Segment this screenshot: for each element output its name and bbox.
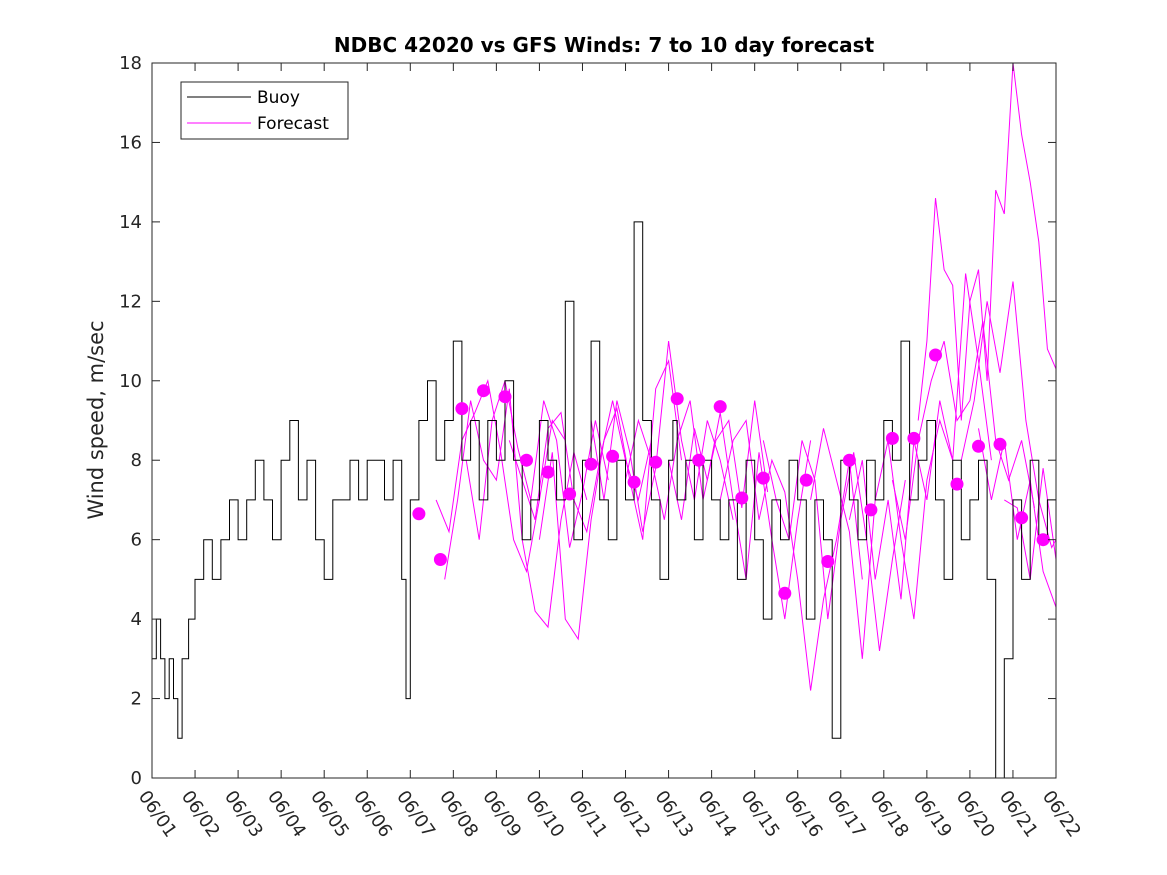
forecast-marker	[799, 473, 813, 487]
forecast-marker	[756, 471, 770, 485]
forecast-marker	[993, 437, 1007, 451]
x-tick-label: 06/19	[909, 787, 956, 842]
forecast-marker	[584, 457, 598, 471]
forecast-line-14	[917, 63, 1056, 421]
x-tick-label: 06/09	[478, 787, 525, 842]
forecast-marker	[541, 465, 555, 479]
forecast-marker	[864, 503, 878, 517]
forecast-marker	[520, 453, 533, 467]
legend-box	[180, 81, 349, 140]
y-tick-label: 18	[119, 53, 142, 74]
forecast-marker	[563, 487, 577, 501]
forecast-line-11	[810, 418, 954, 659]
forecast-marker	[692, 453, 706, 467]
forecast-line-9	[719, 419, 863, 691]
x-tick-label: 06/18	[866, 787, 913, 842]
forecast-marker-layer	[412, 348, 1050, 600]
forecast-marker	[649, 455, 663, 469]
forecast-marker	[433, 553, 447, 566]
forecast-marker	[929, 348, 942, 362]
x-tick-label: 06/12	[607, 787, 654, 842]
x-tick-label: 06/08	[435, 787, 482, 842]
x-tick-label: 06/14	[694, 787, 741, 842]
forecast-line-13	[891, 321, 1035, 540]
forecast-line-6	[590, 341, 734, 532]
forecast-marker	[1015, 511, 1029, 525]
buoy-line	[152, 221, 1056, 778]
forecast-marker	[885, 431, 899, 445]
forecast-marker	[670, 392, 684, 406]
x-tick-label: 06/03	[220, 787, 267, 842]
series-layer	[152, 63, 1056, 778]
forecast-marker	[842, 453, 856, 467]
forecast-marker	[455, 402, 469, 416]
forecast-line-12	[848, 273, 992, 600]
forecast-marker	[412, 507, 426, 521]
x-tick-label: 06/17	[823, 787, 870, 842]
forecast-marker	[950, 477, 964, 491]
y-tick-label: 6	[131, 530, 142, 551]
y-tick-label: 2	[131, 689, 142, 710]
y-tick-label: 8	[131, 450, 142, 471]
forecast-marker	[477, 384, 490, 398]
x-tick-label: 06/22	[1038, 787, 1085, 842]
x-tick-label: 06/20	[952, 787, 999, 842]
forecast-marker	[498, 390, 512, 404]
forecast-marker	[713, 400, 727, 414]
y-tick-label: 10	[119, 371, 142, 392]
forecast-marker	[606, 449, 620, 463]
y-tick-label: 0	[131, 768, 142, 789]
forecast-marker	[972, 439, 985, 453]
x-tick-label: 06/05	[306, 787, 353, 842]
tick-layer: 0 2 4 6 8 10 12 14 16 18 06/0106/0206/0306/0406/05…	[119, 53, 1085, 841]
chart-title: NDBC 42020 vs GFS Winds: 7 to 10 day for…	[334, 33, 875, 57]
forecast-line-2	[444, 388, 588, 629]
x-tick-label: 06/21	[995, 787, 1042, 842]
forecast-marker	[778, 586, 792, 600]
forecast-marker	[821, 555, 835, 568]
x-tick-label: 06/06	[349, 787, 396, 842]
forecast-marker	[735, 491, 749, 505]
x-tick-label: 06/15	[737, 787, 784, 842]
x-tick-label: 06/10	[521, 787, 568, 842]
forecast-line-10	[762, 440, 906, 651]
forecast-line-16	[978, 428, 1056, 608]
legend: Buoy Forecast	[180, 81, 349, 140]
forecast-line-7	[625, 400, 769, 520]
forecast-line-15	[960, 281, 1056, 549]
forecast-marker	[1036, 533, 1050, 547]
legend-buoy-label: Buoy	[257, 88, 300, 108]
y-tick-label: 12	[119, 291, 142, 312]
y-tick-label: 4	[131, 609, 142, 630]
y-axis-label: Wind speed, m/sec	[84, 320, 108, 519]
x-tick-label: 06/02	[177, 787, 224, 842]
x-tick-label: 06/11	[564, 787, 611, 842]
forecast-marker	[907, 431, 921, 445]
y-tick-label: 16	[119, 132, 142, 153]
forecast-line-5	[538, 359, 682, 641]
plot-area-frame	[151, 62, 1057, 779]
x-tick-label: 06/07	[392, 787, 439, 842]
y-tick-label: 14	[119, 212, 142, 233]
x-tick-label: 06/01	[134, 787, 181, 842]
x-tick-label: 06/13	[651, 787, 698, 842]
forecast-line-8	[668, 412, 812, 620]
forecast-line-3	[465, 380, 609, 548]
forecast-marker	[627, 475, 641, 489]
x-tick-label: 06/16	[780, 787, 827, 842]
x-tick-label: 06/04	[263, 787, 310, 842]
legend-forecast-label: Forecast	[257, 114, 329, 134]
